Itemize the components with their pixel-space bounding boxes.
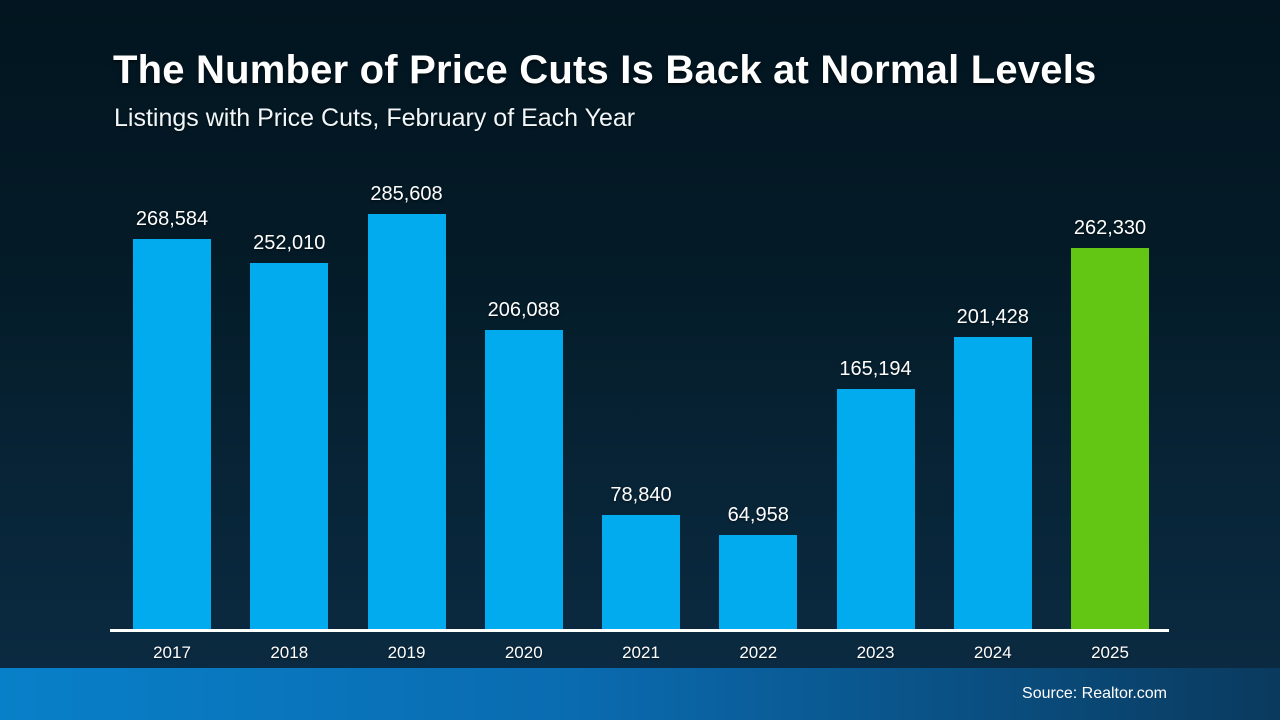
- x-tick-label: 2021: [622, 643, 660, 662]
- source-credit: Source: Realtor.com: [1022, 685, 1167, 702]
- bar-value-label: 78,840: [610, 484, 672, 506]
- bar-group-2021: 78,840 2021: [602, 484, 680, 662]
- footer-bar: Source: Realtor.com: [0, 668, 1280, 720]
- bar-group-2023: 165,194 2023: [836, 358, 915, 662]
- bar-group-2020: 206,088 2020: [484, 299, 563, 662]
- bar-value-label: 262,330: [1073, 217, 1147, 239]
- bar-group-2022: 64,958 2022: [719, 504, 798, 662]
- bar-value-label: 64,958: [727, 504, 789, 526]
- bar-chart: 268,584 2017 252,010 2018 285,608 2019 206,088…: [110, 165, 1169, 662]
- x-tick-label: 2024: [973, 643, 1012, 662]
- bar-2018: [250, 263, 329, 630]
- x-tick-label: 2025: [1091, 643, 1129, 662]
- x-tick-label: 2018: [270, 643, 309, 662]
- x-tick-label: 2022: [739, 643, 778, 662]
- bar-group-2018: 252,010 2018: [250, 232, 329, 662]
- x-tick-label: 2019: [387, 643, 426, 662]
- bar-2020: [484, 330, 563, 630]
- bar-2021: [602, 515, 680, 630]
- bar-2019: [367, 214, 446, 630]
- bar-value-label: 285,608: [370, 183, 443, 205]
- x-tick-label: 2020: [504, 643, 543, 662]
- bar-value-label: 206,088: [487, 299, 560, 321]
- bar-2022: [719, 535, 798, 630]
- chart-subtitle: Listings with Price Cuts, February of Ea…: [114, 104, 636, 132]
- x-tick-label: 2023: [856, 643, 895, 662]
- chart-title: The Number of Price Cuts Is Back at Norm…: [113, 48, 1097, 92]
- bar-value-label: 201,428: [956, 306, 1029, 328]
- bar-value-label: 165,194: [839, 358, 912, 380]
- bar-2023: [836, 389, 915, 630]
- bar-2017: [133, 239, 211, 630]
- bar-group-2025: 262,330 2025: [1071, 217, 1149, 662]
- x-tick-label: 2017: [153, 643, 191, 662]
- bar-value-label: 252,010: [253, 232, 326, 254]
- x-axis-line: [110, 629, 1169, 632]
- bar-group-2019: 285,608 2019: [367, 183, 446, 662]
- bar-2024: [953, 337, 1032, 630]
- bar-2025: [1071, 248, 1149, 630]
- bar-group-2024: 201,428 2024: [953, 306, 1032, 662]
- bar-group-2017: 268,584 2017: [133, 208, 211, 662]
- bar-value-label: 268,584: [135, 208, 209, 230]
